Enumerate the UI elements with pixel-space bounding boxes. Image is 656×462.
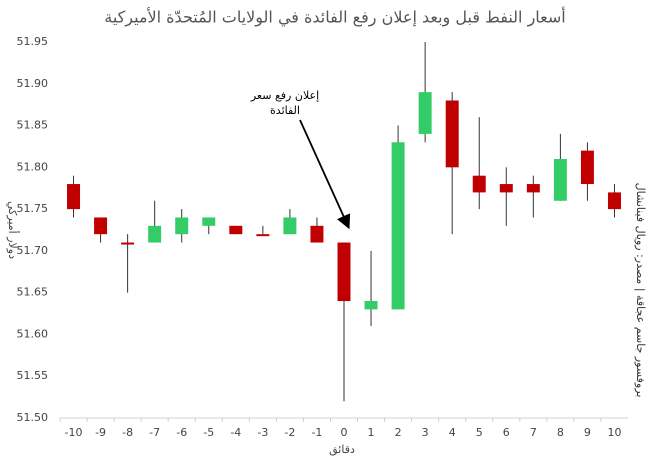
candle-body [526, 184, 540, 193]
annotation: إعلان رفع سعر [250, 89, 319, 102]
y-tick-label: 51.85 [17, 119, 49, 132]
x-tick-label: -4 [230, 426, 241, 439]
candle-body [337, 242, 351, 302]
y-tick-label: 51.65 [17, 286, 49, 299]
annotation-arrow [299, 119, 351, 230]
y-tick-label: 51.50 [17, 411, 49, 424]
candle-body [499, 184, 513, 193]
x-tick-label: 10 [607, 426, 621, 439]
y-tick-label: 51.70 [17, 244, 49, 257]
source-note: بروفسور جاسم عجاقة | مصدر: رويال فينانشا… [634, 183, 647, 398]
x-tick-label: 3 [422, 426, 429, 439]
candle-body [148, 225, 162, 243]
candle-body [121, 242, 135, 245]
x-tick-label: -7 [149, 426, 160, 439]
y-tick-label: 51.75 [17, 202, 49, 215]
chart-title: أسعار النفط قبل وبعد إعلان رفع الفائدة ف… [104, 7, 565, 28]
candle-body [472, 175, 486, 193]
x-tick-label: -3 [257, 426, 268, 439]
x-tick-label: -8 [122, 426, 133, 439]
x-tick-label: 6 [503, 426, 510, 439]
candle-body [256, 234, 270, 237]
x-axis-label: دقائق [329, 443, 355, 457]
x-tick-label: 8 [557, 426, 564, 439]
x-tick-label: -10 [65, 426, 83, 439]
x-tick-label: -9 [95, 426, 106, 439]
x-tick-label: 4 [449, 426, 456, 439]
candle-body [175, 217, 189, 235]
candle-body [229, 225, 243, 235]
annotation: الفائدة [270, 104, 300, 117]
candle-body [580, 150, 594, 185]
x-tick-label: 2 [395, 426, 402, 439]
x-tick-label: 1 [368, 426, 375, 439]
x-tick-label: 5 [476, 426, 483, 439]
candle-body [283, 217, 297, 235]
x-tick-label: -6 [176, 426, 187, 439]
candle-body [391, 142, 405, 310]
y-tick-label: 51.60 [17, 327, 49, 340]
x-tick-label: -2 [284, 426, 295, 439]
y-tick-label: 51.55 [17, 369, 49, 382]
candle-body [310, 225, 324, 243]
y-tick-label: 51.80 [17, 160, 49, 173]
candle-body [202, 217, 216, 226]
y-tick-label: 51.90 [17, 77, 49, 90]
candle-body [94, 217, 108, 235]
x-tick-label: -1 [311, 426, 322, 439]
y-tick-label: 51.95 [17, 35, 49, 48]
candle-body [553, 158, 567, 201]
candle-body [445, 100, 459, 168]
x-tick-label: 7 [530, 426, 537, 439]
candle-body [418, 92, 432, 134]
candle-body [67, 184, 81, 210]
x-tick-label: 9 [584, 426, 591, 439]
x-tick-label: -5 [203, 426, 214, 439]
y-axis-label: دولار أميركي [6, 201, 20, 259]
x-tick-label: 0 [341, 426, 348, 439]
candle-body [607, 192, 621, 210]
candle-body [364, 301, 378, 310]
